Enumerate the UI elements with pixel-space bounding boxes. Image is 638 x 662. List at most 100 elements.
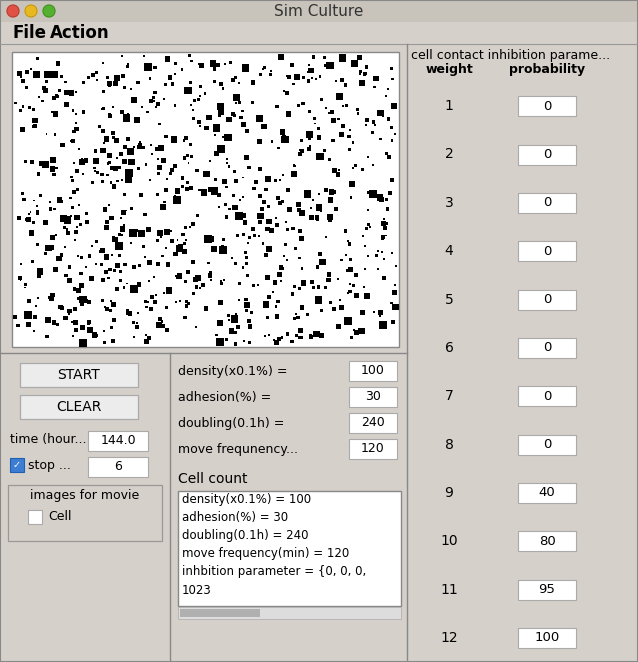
Point: [107, 213, 117, 223]
Point: [112, 175, 122, 186]
Point: [229, 111, 239, 121]
Point: [48, 154, 58, 165]
Point: [216, 144, 226, 154]
Point: [117, 224, 128, 234]
Point: [228, 109, 239, 119]
Point: [165, 72, 175, 83]
Point: [71, 87, 81, 98]
Point: [26, 207, 36, 218]
Point: [162, 226, 172, 237]
Point: [249, 183, 259, 194]
Point: [310, 118, 320, 129]
Point: [374, 109, 384, 120]
Text: 6: 6: [445, 341, 454, 355]
Point: [188, 105, 198, 115]
Point: [176, 244, 186, 254]
Point: [106, 295, 116, 306]
Point: [329, 165, 339, 175]
Point: [105, 265, 115, 275]
Point: [240, 217, 250, 228]
Point: [84, 317, 94, 328]
Point: [381, 91, 391, 101]
Point: [282, 88, 292, 99]
Point: [14, 213, 24, 223]
Point: [179, 238, 189, 249]
Text: 11: 11: [440, 583, 458, 596]
Text: 1023: 1023: [182, 583, 212, 596]
Point: [347, 332, 357, 342]
Point: [238, 106, 248, 117]
Point: [235, 278, 245, 289]
Point: [325, 195, 336, 205]
Point: [29, 195, 39, 206]
Point: [18, 124, 28, 135]
Point: [235, 195, 245, 205]
Point: [85, 324, 95, 335]
Point: [89, 330, 100, 340]
Point: [355, 52, 365, 62]
Point: [26, 228, 36, 238]
Point: [102, 304, 112, 314]
Point: [62, 87, 72, 98]
Point: [171, 297, 181, 307]
Bar: [10, 458, 24, 472]
Point: [371, 73, 381, 83]
Point: [210, 76, 220, 87]
Point: [373, 246, 383, 256]
Point: [188, 218, 198, 229]
Point: [192, 165, 202, 175]
Point: [288, 289, 298, 299]
Point: [377, 247, 387, 258]
Point: [122, 308, 133, 319]
Point: [15, 105, 26, 116]
Point: [71, 124, 81, 134]
Point: [165, 226, 175, 236]
Point: [313, 123, 323, 134]
Point: [389, 287, 399, 298]
Point: [218, 245, 228, 256]
Point: [104, 79, 114, 89]
Point: [260, 330, 270, 341]
Point: [135, 260, 145, 271]
Text: Cell: Cell: [48, 510, 71, 524]
Point: [352, 104, 362, 115]
Point: [110, 234, 120, 245]
Point: [379, 213, 389, 224]
Point: [209, 64, 219, 74]
Point: [48, 68, 58, 78]
Point: [390, 301, 401, 312]
Point: [264, 330, 274, 340]
Point: [274, 334, 285, 344]
Point: [248, 280, 258, 291]
Point: [31, 301, 41, 312]
Point: [106, 322, 116, 333]
Point: [287, 336, 297, 347]
Point: [125, 308, 135, 319]
Point: [312, 214, 322, 224]
Point: [54, 254, 64, 264]
Point: [47, 107, 57, 117]
Point: [277, 332, 287, 343]
Point: [128, 228, 138, 238]
Point: [34, 266, 45, 277]
Point: [104, 109, 114, 120]
Point: [128, 142, 138, 152]
Point: [77, 322, 87, 333]
Point: [293, 312, 303, 322]
Point: [24, 214, 34, 225]
Point: [134, 142, 144, 152]
Point: [33, 208, 43, 218]
Point: [36, 158, 47, 169]
Point: [232, 93, 242, 103]
Point: [74, 144, 84, 154]
Point: [309, 113, 320, 123]
Point: [191, 322, 201, 332]
Point: [321, 185, 331, 195]
Point: [70, 317, 80, 328]
Point: [263, 201, 273, 212]
Point: [153, 259, 163, 269]
Point: [77, 252, 87, 263]
Point: [362, 205, 373, 216]
Point: [340, 79, 350, 90]
Bar: [518, 96, 576, 116]
